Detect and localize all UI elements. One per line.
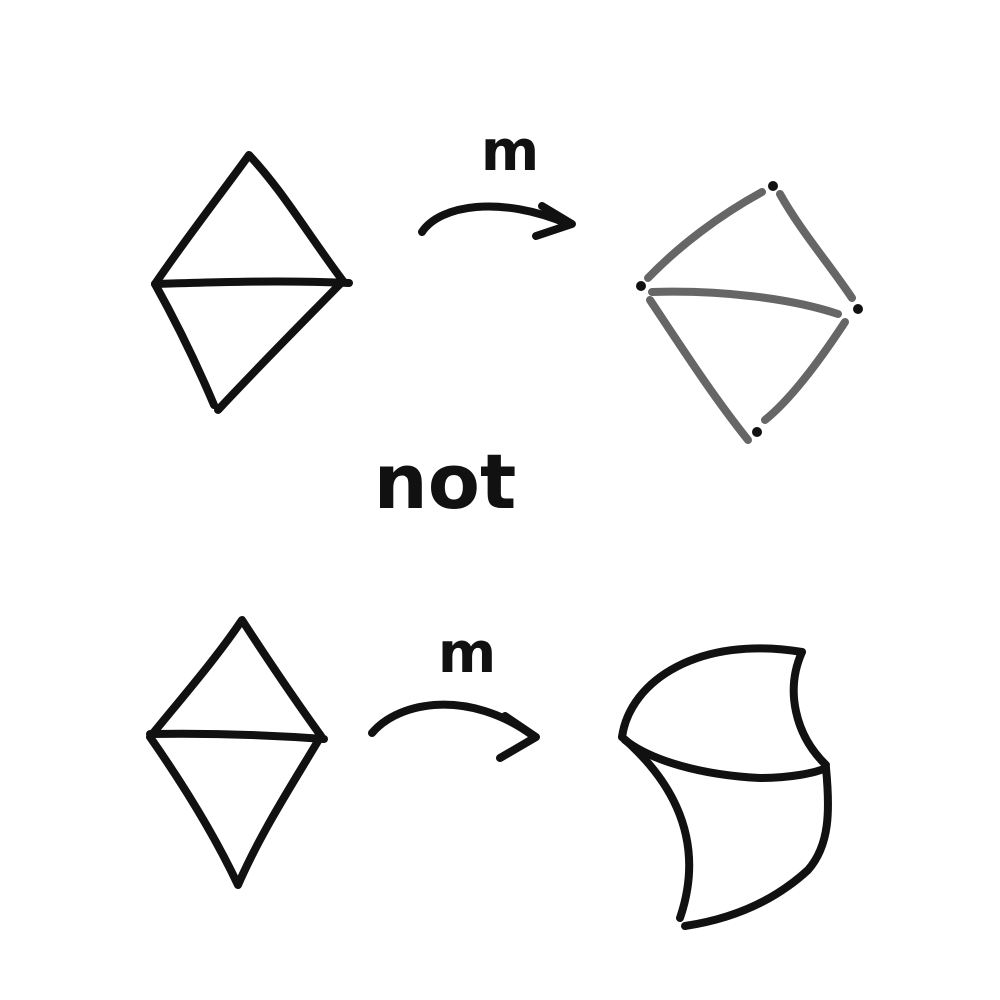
top-target-edge-upper-left xyxy=(644,188,766,282)
bottom-arrowhead xyxy=(496,712,540,762)
bottom-source-diagonal xyxy=(146,729,328,743)
top-target-edge-lower-right xyxy=(761,318,849,424)
top-map-label: m xyxy=(481,119,539,184)
top-map-arrow: m xyxy=(418,119,576,240)
not-label: not xyxy=(374,437,517,526)
bottom-source-triangulation xyxy=(146,616,328,889)
top-target-vertex-bottom xyxy=(752,427,762,437)
bottom-target-right-edge xyxy=(681,764,833,930)
bottom-target-diagonal xyxy=(621,736,830,782)
top-source-lower-left-edge xyxy=(151,280,218,409)
bottom-map-arrow: m xyxy=(368,621,540,762)
top-target-vertex-right xyxy=(853,304,863,314)
top-target-edge-lower-left xyxy=(646,296,752,444)
top-source-outline xyxy=(151,151,347,414)
top-source-triangulation xyxy=(151,151,353,414)
top-target-vertex-left xyxy=(636,281,646,291)
top-source-diagonal xyxy=(151,277,353,288)
top-target-edge-upper-right xyxy=(776,190,856,302)
bottom-target-curved-triangulation xyxy=(618,644,833,930)
bottom-map-label: m xyxy=(438,621,496,686)
top-target-triangulation xyxy=(636,181,863,444)
bottom-target-concave-right-edge xyxy=(789,648,830,769)
top-target-vertex-top xyxy=(768,181,778,191)
bottom-target-left-edge xyxy=(618,733,694,922)
top-target-diagonal xyxy=(648,287,842,318)
bottom-source-outline xyxy=(146,616,325,889)
top-arrowhead xyxy=(532,202,576,240)
bottom-target-upper-arc xyxy=(618,644,806,741)
top-arrow-shaft xyxy=(418,202,572,236)
